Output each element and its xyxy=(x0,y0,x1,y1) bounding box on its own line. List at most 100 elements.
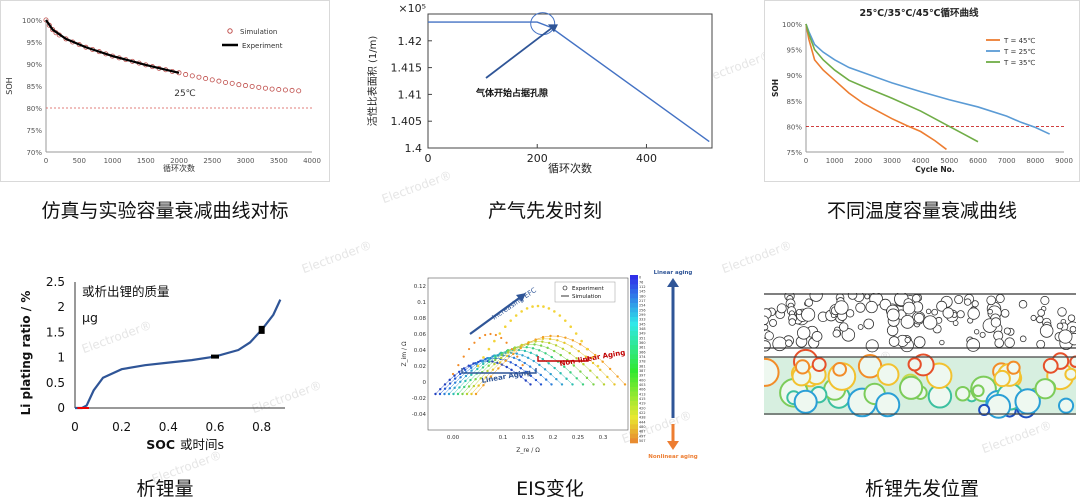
y-tick-label: 75% xyxy=(786,149,802,157)
y-tick-label: 0 xyxy=(423,380,427,386)
x-tick-label: 0.4 xyxy=(159,420,178,434)
colorbar-tick-label: 374 xyxy=(639,355,645,359)
y-tick-label: 75% xyxy=(26,127,42,135)
x-axis-label: 循环次数 xyxy=(163,163,195,173)
y-tick-label: -0.02 xyxy=(412,396,426,402)
legend-simulation-marker xyxy=(227,28,233,34)
eis-late-point xyxy=(558,314,562,317)
eis-late-point xyxy=(525,307,529,310)
y-tick-label: 0.06 xyxy=(414,332,427,338)
grayscale-particle xyxy=(776,303,787,314)
eis-late-point xyxy=(542,305,545,308)
simulation-point xyxy=(209,77,215,83)
y-axis-label: 活性比表面积 (1/m) xyxy=(366,36,379,127)
colorbar-tick-label: 360 xyxy=(639,341,645,345)
colorbar-cell xyxy=(630,321,638,327)
y-tick-label: 2.5 xyxy=(46,275,65,289)
eis-late-point xyxy=(520,310,523,313)
grayscale-particle xyxy=(986,295,996,306)
colorbar-cell xyxy=(630,424,638,430)
eis-late-point xyxy=(473,341,476,344)
eis-late-point xyxy=(580,339,583,343)
linear-aging-bracket xyxy=(461,368,537,374)
x-axis-label: 循环次数 xyxy=(548,161,592,175)
eis-late-point xyxy=(574,332,578,335)
colored-particle xyxy=(811,357,827,372)
x-tick-label: 3000 xyxy=(237,157,255,165)
microstructure-panel xyxy=(750,288,1080,419)
li-plating-chart-panel: 0 0.2 0.4 0.6 0.8 0 0.5 1 1.5 2 2.5 或析出锂的质量 μg SOC 或时间… xyxy=(0,270,300,465)
y-axis-label: SOH xyxy=(5,77,14,94)
x-axis-label: SOC xyxy=(146,437,175,452)
colorbar-tick-label: 256 xyxy=(639,308,645,312)
legend-label-1: T = 45℃ xyxy=(1003,37,1035,45)
colorbar-tick-label: 422 xyxy=(639,411,645,415)
grayscale-particle xyxy=(923,315,938,330)
series-line-3 xyxy=(805,23,979,143)
eis-late-point xyxy=(487,347,491,351)
grayscale-particle xyxy=(846,309,855,318)
eis-late-point xyxy=(493,339,496,343)
colored-particle xyxy=(1069,355,1080,368)
colorbar-tick-label: 507 xyxy=(639,439,645,443)
caption-gas-onset: 产气先发时刻 xyxy=(487,200,602,222)
grayscale-particle xyxy=(1030,314,1037,321)
onset-arrow-line xyxy=(485,25,555,79)
legend-label-2: T = 25℃ xyxy=(1003,48,1035,56)
colorbar-cell xyxy=(630,335,638,341)
surface-area-chart: 0 200 400 1.4 1.405 1.41 1.415 1.42 ×10⁵ 气体开始占据孔隙… xyxy=(366,2,713,175)
colorbar-tick-label: 480 xyxy=(639,425,645,429)
series-line-1 xyxy=(805,23,947,151)
colored-particle xyxy=(971,384,985,398)
legend-experiment-label: Experiment xyxy=(572,286,605,292)
chart-frame xyxy=(764,0,1080,182)
colorbar-tick-label: 444 xyxy=(639,420,645,424)
eis-chart: 0.00 0.1 0.15 0.2 0.25 0.3 -0.04 -0.02 0 0.02 0.04… xyxy=(401,270,698,460)
grayscale-particle xyxy=(973,329,980,335)
x-tick-label: 1000 xyxy=(826,157,844,165)
y-tick-label: 85% xyxy=(26,83,42,91)
colorbar-tick-label: 299 xyxy=(639,313,645,317)
colorbar-tick-label: 351 xyxy=(639,336,645,340)
grayscale-particle xyxy=(994,338,1004,348)
grayscale-particle xyxy=(857,324,864,330)
watermark-text: Electroder® xyxy=(979,417,1054,457)
grayscale-particle xyxy=(804,298,814,307)
colorbar-cell xyxy=(630,303,638,308)
grayscale-particle xyxy=(966,338,981,352)
grayscale-particle xyxy=(841,328,856,342)
colorbar-cell xyxy=(630,363,638,369)
colorbar-cell xyxy=(630,298,638,304)
x-tick-label: 0 xyxy=(44,157,48,165)
x-tick-label: 0.15 xyxy=(522,435,535,441)
eis-simulation-curve xyxy=(475,335,626,395)
eis-late-point xyxy=(553,310,556,313)
colorbar-cell xyxy=(630,312,638,318)
y-tick-label: 0 xyxy=(57,401,65,415)
x-tick-label: 1000 xyxy=(104,157,122,165)
soh-chart: 0 500 1000 1500 2000 2500 3000 3500 4000 70% 75% 80… xyxy=(0,0,330,182)
colorbar-tick-label: 403 xyxy=(639,383,645,387)
eis-simulation-curve xyxy=(471,338,615,395)
x-tick-label: 0.00 xyxy=(447,435,460,441)
colorbar-cell xyxy=(630,349,638,355)
colorbar-tick-label: 378 xyxy=(639,360,645,364)
eis-late-point xyxy=(514,314,518,317)
grayscale-particle xyxy=(979,331,986,338)
x-tick-label: 0.2 xyxy=(549,435,558,441)
caption-plating-position: 析锂先发位置 xyxy=(864,478,979,500)
grayscale-particle xyxy=(1067,314,1076,322)
x-tick-label: 8000 xyxy=(1026,157,1044,165)
grayscale-particle xyxy=(788,318,796,326)
colorbar-cell xyxy=(630,391,638,397)
caption-li-plating: 析锂量 xyxy=(136,478,194,500)
x-tick-label: 1500 xyxy=(137,157,155,165)
colorbar-cell xyxy=(630,410,638,416)
grayscale-particle xyxy=(888,336,900,347)
y-tick-label: 100% xyxy=(22,17,42,25)
colorbar-tick-label: 415 xyxy=(639,397,645,401)
grayscale-particle xyxy=(987,308,993,315)
grayscale-particle xyxy=(913,336,926,348)
eis-late-point xyxy=(563,319,567,322)
colorbar-cell xyxy=(630,415,638,420)
